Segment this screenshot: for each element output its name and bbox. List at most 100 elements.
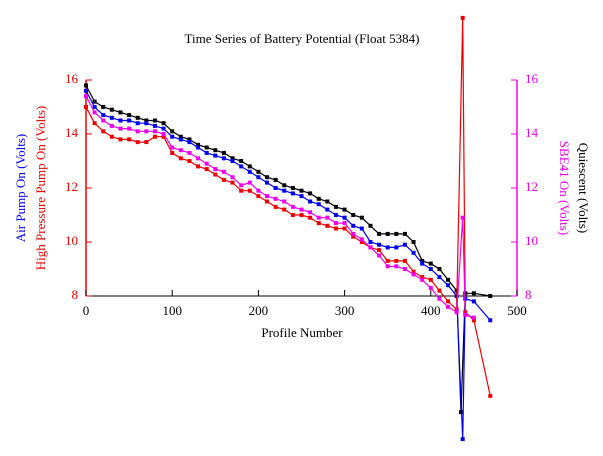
data-point	[230, 175, 235, 180]
data-point	[196, 145, 201, 150]
y2-tick-label: 8	[525, 287, 532, 302]
data-point	[101, 113, 106, 118]
data-point	[351, 234, 356, 239]
data-point	[127, 137, 132, 142]
data-point	[471, 315, 476, 320]
data-point	[92, 105, 97, 109]
data-point	[101, 118, 106, 123]
data-point	[230, 159, 235, 163]
y2-tick-label: 16	[525, 71, 539, 86]
data-point	[273, 177, 278, 182]
y2-tick-label: 12	[525, 179, 538, 194]
data-point	[420, 275, 425, 280]
data-point	[385, 245, 390, 250]
data-point	[178, 148, 183, 153]
data-point	[92, 121, 97, 126]
data-point	[256, 188, 261, 193]
data-point	[316, 221, 321, 226]
data-point	[460, 437, 465, 442]
data-point	[437, 275, 442, 280]
data-point	[308, 199, 313, 204]
data-point	[247, 188, 252, 193]
data-point	[265, 194, 270, 199]
data-point	[359, 226, 364, 231]
data-point	[170, 150, 175, 155]
data-point	[471, 299, 476, 304]
data-point	[213, 148, 218, 153]
data-point	[282, 188, 287, 193]
data-point	[446, 304, 451, 309]
y2-axis-title: SBE41 On (Volts)	[557, 141, 572, 235]
data-point	[325, 223, 330, 228]
data-point	[127, 126, 132, 131]
data-point	[196, 164, 201, 169]
data-point	[308, 215, 313, 220]
data-point	[446, 283, 451, 288]
data-point	[247, 164, 252, 169]
data-point	[460, 15, 465, 20]
data-point	[359, 215, 364, 220]
data-point	[144, 118, 149, 123]
data-point	[152, 134, 157, 139]
data-point	[282, 183, 287, 188]
data-point	[368, 245, 373, 250]
data-point	[265, 180, 270, 185]
data-point	[265, 199, 270, 204]
data-point	[394, 258, 399, 263]
data-point	[127, 113, 132, 118]
data-point	[92, 110, 97, 115]
data-point	[204, 150, 209, 155]
data-point	[385, 264, 390, 269]
data-point	[325, 199, 330, 204]
data-point	[411, 250, 416, 255]
data-point	[420, 261, 425, 266]
data-point	[101, 129, 106, 134]
data-point	[187, 137, 192, 142]
data-point	[446, 299, 451, 304]
y-axis-title: High Pressure Pump On (Volts)	[33, 106, 48, 270]
data-point	[221, 177, 226, 182]
data-point	[265, 175, 270, 180]
data-point	[161, 132, 166, 136]
data-point	[101, 105, 106, 109]
data-point	[471, 291, 476, 296]
data-point	[239, 164, 244, 169]
data-point	[299, 207, 304, 212]
data-point	[178, 137, 183, 142]
data-point	[290, 213, 295, 217]
data-point	[135, 140, 140, 145]
data-point	[299, 194, 304, 199]
data-point	[351, 231, 356, 236]
data-point	[187, 150, 192, 155]
data-point	[152, 129, 157, 134]
data-point	[204, 145, 209, 150]
data-point	[247, 180, 252, 185]
data-point	[273, 186, 278, 190]
data-point	[290, 191, 295, 196]
data-point	[488, 294, 493, 298]
data-point	[351, 223, 356, 228]
data-point	[221, 169, 226, 174]
data-point	[118, 110, 123, 115]
data-point	[256, 194, 261, 199]
data-point	[178, 156, 183, 161]
data-point	[273, 204, 278, 209]
x-tick-label: 400	[421, 303, 441, 318]
data-point	[420, 277, 425, 282]
data-point	[463, 312, 468, 317]
data-point	[428, 277, 433, 282]
data-point	[385, 258, 390, 263]
x-axis-title: Profile Number	[261, 325, 343, 340]
data-point	[411, 269, 416, 274]
data-point	[144, 129, 149, 134]
data-point	[230, 180, 235, 185]
data-point	[325, 207, 330, 212]
data-point	[247, 169, 252, 174]
data-point	[420, 258, 425, 263]
data-point	[333, 204, 338, 209]
data-point	[109, 123, 114, 128]
data-point	[161, 121, 166, 126]
series-line	[85, 85, 491, 413]
data-point	[152, 123, 157, 128]
